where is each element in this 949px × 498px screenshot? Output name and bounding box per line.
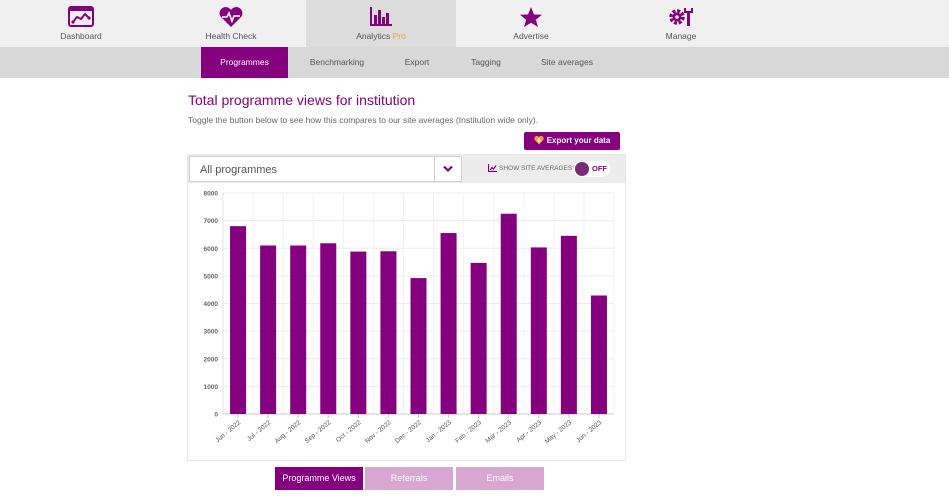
tab-referrals[interactable]: Referrals [365,467,453,490]
bar [530,247,547,414]
y-tick-label: 4000 [204,301,219,308]
site-averages-label: SHOW SITE AVERAGES [487,164,572,173]
programme-views-chart: 0 1000 2000 3000 4000 5000 6000 7000 8000 Jun - 2… [204,191,615,446]
bar [500,213,517,414]
dashboard-chart-icon [68,6,94,27]
bar [380,251,397,414]
nav-label: Dashboard [60,31,102,41]
gear-wrench-icon [669,8,693,26]
bar [440,233,457,414]
tab-programme-views[interactable]: Programme Views [275,467,363,490]
download-heart-icon [534,135,544,145]
bar [260,245,277,414]
x-tick-label: Oct - 2022 [335,419,363,444]
chart-controls: All programmes SHOW SITE AVERAGES OFF [188,155,625,183]
nav-manage[interactable]: Manage [606,0,756,47]
nav-analytics[interactable]: Analytics Pro [306,0,456,47]
x-tick-label: May - 2023 [544,419,574,446]
bar-chart-icon [370,7,392,26]
tab-emails[interactable]: Emails [456,467,544,490]
nav-label: Advertise [513,31,549,41]
select-toggle[interactable] [434,157,461,181]
nav-health-check[interactable]: Health Check [156,0,306,47]
heartbeat-icon [219,7,243,28]
bar [560,235,577,414]
chart-card: All programmes SHOW SITE AVERAGES OFF 0 1… [187,154,626,461]
toggle-knob [575,162,589,176]
x-tick-label: Nov - 2022 [364,419,393,445]
export-data-button[interactable]: Export your data [524,132,620,150]
x-tick-label: Mar - 2023 [484,419,513,445]
x-tick-label: Jun - 2022 [214,419,242,444]
nav-dashboard[interactable]: Dashboard [6,0,156,47]
line-chart-icon [487,164,497,173]
chevron-down-icon [443,165,453,173]
subnav-site-averages[interactable]: Site averages [541,57,593,67]
bar [350,251,367,414]
x-tick-label: Jan - 2023 [425,419,453,444]
y-tick-label: 1000 [204,384,219,391]
nav-advertise[interactable]: Advertise [456,0,606,47]
x-tick-label: Sep - 2022 [304,419,333,445]
bar [290,245,307,414]
x-tick-label: Dec - 2022 [394,419,423,445]
page-description: Toggle the button below to see how this … [188,115,539,125]
toggle-state: OFF [592,164,607,173]
y-tick-label: 5000 [204,273,219,280]
y-tick-label: 8000 [204,191,219,198]
y-tick-label: 3000 [204,329,219,336]
x-tick-label: Jun - 2023 [575,419,603,444]
programme-select[interactable]: All programmes [189,156,462,182]
page-title: Total programme views for institution [188,92,416,108]
nav-label: Health Check [205,31,257,41]
sub-navigation: Programmes Benchmarking Export Tagging S… [0,47,949,78]
pro-badge: Pro [392,31,406,41]
subnav-benchmarking[interactable]: Benchmarking [309,57,365,67]
y-tick-label: 7000 [204,218,219,225]
bar [470,262,487,414]
bar [590,295,607,414]
nav-label: Analytics Pro [356,31,406,41]
x-tick-label: Feb - 2023 [454,419,483,445]
export-label: Export your data [546,136,611,145]
x-tick-label: Apr - 2023 [515,419,543,444]
subnav-export[interactable]: Export [404,57,430,67]
bar [320,243,337,414]
bar [410,278,427,414]
nav-label: Manage [665,31,697,41]
x-tick-label: Aug - 2022 [274,419,303,445]
y-tick-label: 6000 [204,246,219,253]
top-navigation: Dashboard Health Check Analytics Pro Adv… [0,0,949,47]
site-averages-toggle[interactable]: OFF [574,161,610,177]
x-tick-label: Jul - 2022 [246,419,273,443]
y-tick-label: 0 [214,412,218,419]
subnav-tagging[interactable]: Tagging [471,57,501,67]
star-icon [520,7,542,27]
y-tick-label: 2000 [204,356,219,363]
subnav-programmes[interactable]: Programmes [201,47,288,78]
bar [230,226,247,414]
programme-select-value: All programmes [200,164,278,176]
